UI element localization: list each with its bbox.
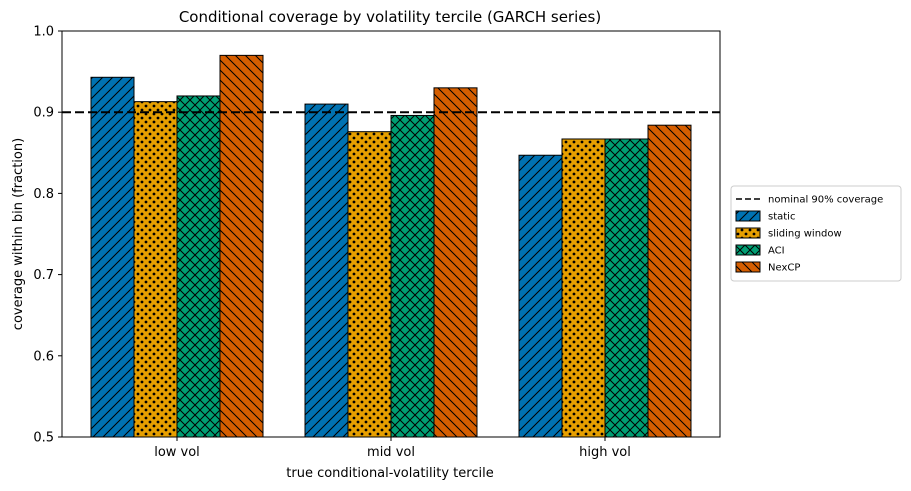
x-tick-label: low vol — [154, 445, 200, 460]
y-tick-label: 0.7 — [33, 268, 54, 283]
y-axis: 0.5 0.6 0.7 0.8 0.9 1.0 — [33, 25, 62, 446]
legend-swatch-hatch-static — [735, 210, 761, 222]
bar-hatch-sliding-window-mid-vol — [347, 131, 392, 438]
bar-hatch-sliding-window-high-vol — [561, 138, 606, 438]
legend-label-aci: ACI — [768, 246, 785, 257]
bar-hatch-nexcp-mid-vol — [433, 87, 478, 438]
bars-group — [90, 54, 692, 438]
legend-label-reference: nominal 90% coverage — [768, 195, 883, 206]
chart-title: Conditional coverage by volatility terci… — [179, 8, 601, 26]
y-axis-label: coverage within bin (fraction) — [11, 138, 26, 330]
x-axis-label: true conditional-volatility tercile — [286, 466, 493, 481]
x-tick-label: high vol — [579, 445, 631, 460]
bar-hatch-sliding-window-low-vol — [133, 101, 178, 438]
bar-hatch-static-low-vol — [90, 76, 135, 438]
y-tick-label: 0.9 — [33, 106, 54, 121]
y-tick-label: 0.8 — [33, 187, 54, 202]
legend-swatch-hatch-aci — [735, 244, 761, 256]
legend-label-nexcp: NexCP — [768, 263, 800, 274]
bar-hatch-aci-mid-vol — [390, 114, 435, 438]
bar-hatch-static-mid-vol — [304, 103, 349, 438]
bar-hatch-aci-high-vol — [604, 138, 649, 438]
x-tick-label: mid vol — [367, 445, 415, 460]
bar-hatch-nexcp-high-vol — [647, 124, 692, 438]
legend-box — [730, 185, 902, 282]
legend-swatch-hatch-nexcp — [735, 261, 761, 273]
bar-hatch-static-high-vol — [518, 154, 563, 438]
legend-swatch-hatch-sliding-window — [735, 227, 761, 239]
legend-label-sliding-window: sliding window — [768, 229, 842, 240]
y-tick-label: 0.6 — [33, 349, 54, 364]
legend-label-static: static — [768, 212, 795, 223]
legend: nominal 90% coverage static sliding window… — [730, 185, 902, 282]
bar-hatch-nexcp-low-vol — [219, 54, 264, 438]
bar-hatch-aci-low-vol — [176, 95, 221, 438]
y-tick-label: 0.5 — [33, 431, 54, 446]
y-tick-label: 1.0 — [33, 25, 54, 40]
x-axis: low vol mid vol high vol — [154, 437, 631, 460]
